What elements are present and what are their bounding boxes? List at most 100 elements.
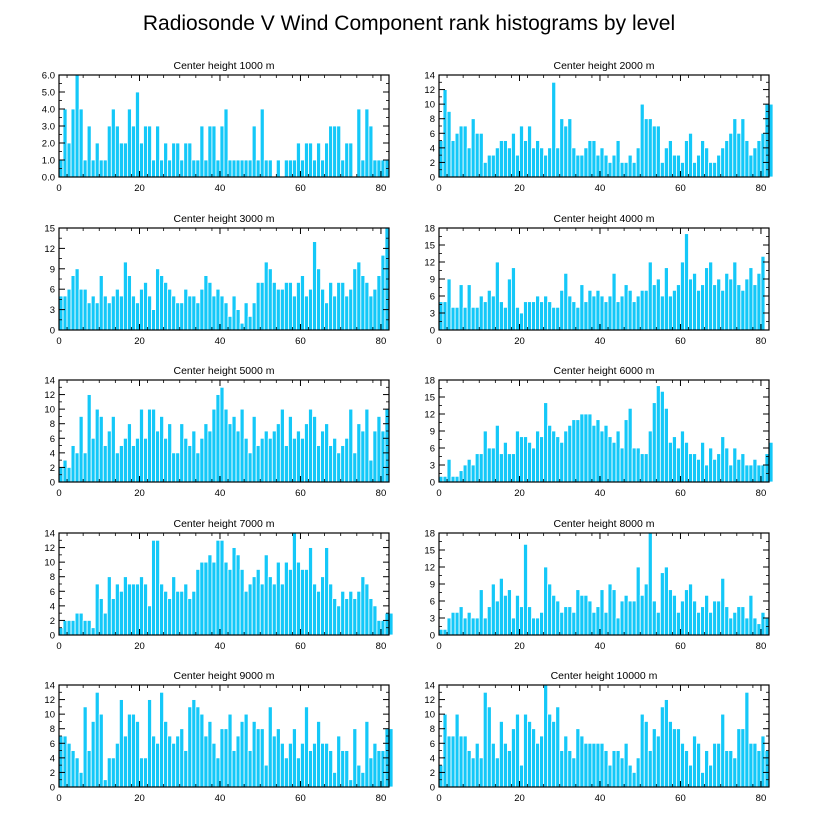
bar	[348, 288, 354, 331]
bar	[470, 464, 476, 483]
bar	[78, 772, 84, 788]
bar	[474, 132, 480, 178]
bar	[283, 159, 289, 178]
bar	[752, 284, 758, 331]
bar	[627, 154, 633, 178]
bar	[498, 301, 504, 331]
bar	[300, 742, 305, 788]
bar	[82, 452, 88, 483]
bar	[756, 272, 762, 331]
bar	[535, 742, 541, 788]
bar	[275, 288, 281, 331]
bar	[86, 620, 92, 636]
bar	[655, 385, 661, 483]
bar	[768, 103, 774, 178]
bar	[720, 436, 726, 483]
bar	[247, 159, 253, 178]
bar	[458, 284, 464, 331]
bar	[147, 125, 152, 178]
bar	[736, 458, 742, 483]
bar	[211, 295, 217, 331]
y-tick-label: 3.0	[42, 122, 55, 133]
bar	[635, 757, 641, 788]
bar	[98, 416, 104, 483]
bar	[94, 142, 100, 178]
bar	[207, 721, 213, 788]
bar	[575, 728, 581, 788]
bar	[623, 419, 629, 483]
y-tick-label: 14	[44, 681, 55, 692]
bar	[571, 301, 577, 331]
bar	[454, 475, 460, 483]
bar	[732, 261, 738, 331]
bar	[255, 159, 261, 178]
bar	[179, 159, 185, 178]
bar	[587, 289, 593, 331]
bar	[724, 272, 730, 331]
bar	[344, 142, 350, 178]
y-tick-label: 4	[50, 601, 55, 612]
y-tick-label: 10	[44, 558, 55, 569]
bar	[462, 464, 468, 483]
x-tick-label: 40	[595, 183, 606, 194]
bar	[768, 441, 774, 483]
bar	[551, 81, 557, 178]
bar	[748, 594, 754, 636]
bar	[364, 281, 370, 331]
y-tick-label: 6	[430, 597, 435, 608]
bar	[502, 742, 508, 788]
bar	[275, 423, 281, 483]
bar	[199, 125, 205, 178]
bar	[340, 445, 346, 483]
bar	[139, 408, 144, 483]
bar	[438, 764, 444, 788]
bar	[304, 423, 309, 483]
bar	[207, 430, 213, 483]
bar	[563, 272, 569, 331]
bar	[58, 627, 64, 636]
bar	[655, 735, 661, 788]
bar	[332, 125, 338, 178]
bar	[607, 583, 613, 636]
bar	[619, 162, 625, 178]
bar	[498, 721, 504, 788]
bar	[263, 261, 269, 331]
bar	[219, 125, 225, 178]
bar	[118, 295, 124, 331]
bar	[163, 721, 169, 788]
bar	[539, 147, 545, 178]
bar	[531, 728, 536, 788]
bar	[591, 295, 597, 331]
bar	[527, 301, 532, 331]
bar	[720, 577, 726, 636]
bar	[155, 430, 161, 483]
x-tick-label: 40	[215, 183, 226, 194]
bar	[320, 742, 326, 788]
bar	[215, 394, 221, 483]
figure-title: Radiosonde V Wind Component rank histogr…	[143, 12, 675, 35]
bar	[555, 436, 561, 483]
bar	[744, 691, 750, 788]
bar	[304, 295, 309, 331]
bar	[360, 275, 366, 331]
bar	[684, 140, 689, 178]
bar	[756, 623, 762, 636]
x-tick-label: 60	[675, 488, 686, 499]
bar	[567, 295, 573, 331]
y-tick-label: 18	[424, 529, 435, 540]
bar	[651, 125, 657, 178]
bar	[127, 423, 132, 483]
y-tick-label: 0	[430, 478, 435, 489]
bar	[106, 302, 112, 331]
bar	[446, 458, 452, 483]
bar	[619, 295, 625, 331]
x-tick-label: 60	[675, 641, 686, 652]
bar	[587, 742, 593, 788]
bar	[275, 159, 281, 178]
bar	[175, 735, 181, 788]
bar	[183, 750, 189, 788]
bar	[623, 742, 629, 788]
bar	[639, 453, 645, 483]
y-tick-label: 0.0	[42, 173, 55, 184]
bar	[696, 154, 701, 178]
